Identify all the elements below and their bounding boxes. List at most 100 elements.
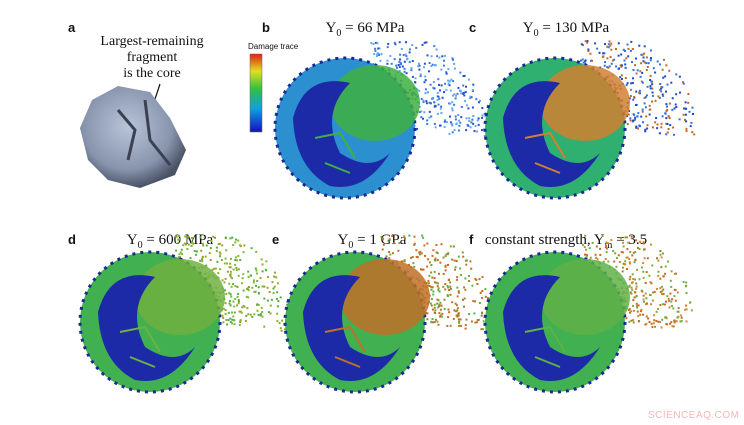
particle — [438, 97, 441, 100]
particle — [426, 318, 429, 321]
particle — [286, 301, 289, 303]
particle — [468, 313, 471, 315]
particle — [175, 249, 178, 252]
particle — [475, 279, 478, 281]
particle — [632, 299, 635, 302]
particle — [449, 285, 452, 288]
particle — [441, 96, 444, 99]
particle — [648, 113, 651, 116]
particle — [645, 62, 648, 65]
particle — [403, 60, 406, 63]
particle — [218, 242, 221, 245]
particle — [457, 129, 460, 132]
particle — [637, 127, 639, 130]
particle — [622, 245, 625, 248]
particle — [230, 257, 232, 260]
particle — [431, 63, 434, 66]
particle — [631, 61, 633, 64]
particle — [666, 131, 669, 134]
particle — [283, 328, 286, 331]
particle — [646, 66, 649, 68]
particle — [216, 260, 219, 263]
particle — [443, 54, 446, 57]
particle — [622, 241, 624, 244]
particle — [689, 301, 691, 304]
particle — [665, 323, 668, 326]
particle — [392, 252, 394, 255]
particle — [393, 58, 396, 61]
particle — [606, 45, 609, 48]
particle — [643, 102, 646, 105]
target-ring — [283, 250, 427, 394]
particle — [433, 45, 436, 48]
particle — [265, 260, 268, 263]
particle — [273, 285, 276, 288]
particle — [186, 247, 189, 250]
particle — [251, 286, 254, 289]
particle — [635, 125, 638, 128]
simulation-image — [273, 41, 487, 200]
particle — [449, 115, 451, 118]
particle — [442, 64, 445, 67]
particle — [604, 61, 607, 64]
particle — [178, 256, 181, 259]
particle — [674, 299, 677, 302]
particle — [470, 267, 473, 270]
particle — [252, 279, 255, 282]
particle — [457, 312, 460, 315]
particle — [416, 256, 419, 259]
particle — [455, 314, 458, 317]
particle — [645, 297, 648, 300]
particle — [629, 291, 632, 294]
particle — [449, 324, 452, 327]
particle — [664, 75, 667, 78]
particle — [224, 277, 227, 280]
particle — [435, 251, 438, 254]
particle — [177, 256, 180, 259]
particle — [387, 42, 390, 45]
particle — [659, 290, 662, 293]
particle — [389, 55, 392, 58]
particle — [631, 281, 634, 284]
particle — [691, 131, 694, 134]
particle — [412, 262, 415, 265]
particle — [254, 290, 257, 293]
particle — [588, 247, 591, 250]
particle — [659, 83, 662, 85]
particle — [625, 236, 628, 239]
particle — [439, 315, 442, 318]
particle — [438, 312, 441, 315]
particle — [632, 304, 634, 307]
particle — [433, 306, 436, 309]
particle — [605, 251, 608, 254]
particle — [403, 235, 406, 238]
particle — [187, 235, 189, 238]
particle — [403, 70, 406, 73]
particle — [259, 314, 262, 317]
particle — [667, 128, 670, 130]
particle — [643, 61, 646, 64]
particle — [267, 311, 270, 314]
particle — [391, 235, 394, 237]
particle — [668, 102, 671, 105]
particle — [482, 320, 485, 323]
particle — [431, 254, 434, 257]
particle — [453, 129, 456, 131]
particle — [674, 103, 677, 106]
particle — [661, 115, 664, 118]
title-part: = 130 MPa — [539, 20, 610, 36]
particle — [422, 117, 424, 120]
target-ring — [78, 250, 222, 394]
particle — [210, 239, 213, 242]
particle — [187, 243, 190, 246]
particle — [644, 292, 647, 295]
particle — [673, 321, 676, 324]
particle — [420, 252, 423, 255]
particle — [267, 275, 269, 278]
particle — [467, 107, 470, 110]
particle — [474, 124, 477, 127]
particle — [436, 298, 439, 301]
particle — [684, 101, 687, 104]
particle — [237, 274, 240, 277]
crack — [324, 325, 366, 368]
